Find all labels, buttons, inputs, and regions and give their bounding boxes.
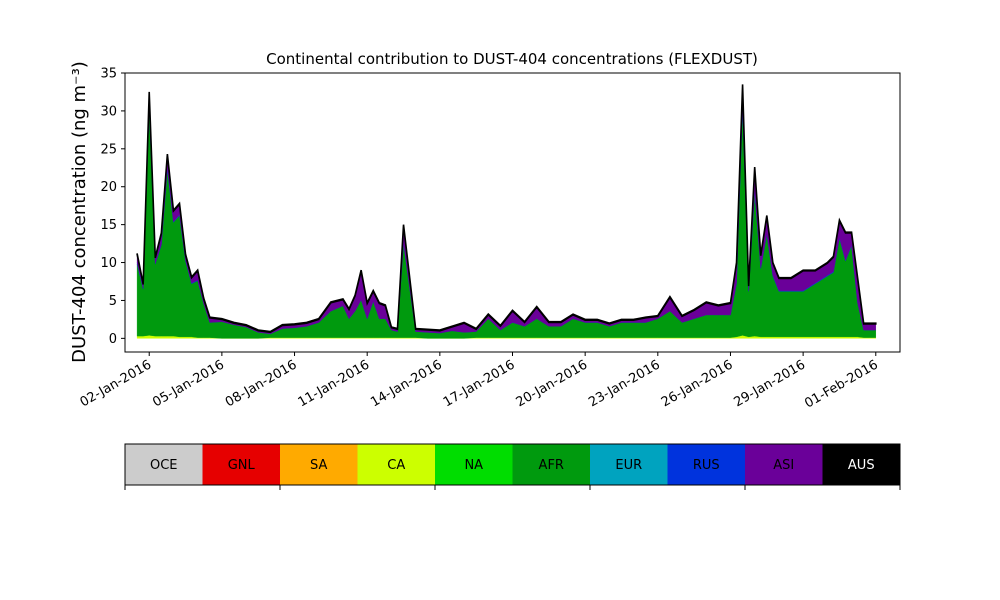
y-tick-label: 25 bbox=[100, 142, 117, 157]
colorbar-swatch-eur bbox=[590, 444, 668, 485]
colorbar-label-na: NA bbox=[464, 458, 483, 473]
colorbar-swatch-aus bbox=[822, 444, 901, 485]
colorbar-label-rus: RUS bbox=[693, 458, 720, 473]
colorbar-frame bbox=[124, 443, 901, 486]
colorbar-swatch-ca bbox=[357, 444, 436, 485]
y-tick-label: 15 bbox=[100, 218, 117, 233]
y-axis-label: DUST-404 concentration (ng m⁻³) bbox=[69, 61, 90, 363]
colorbar-swatch-asi bbox=[745, 444, 823, 485]
colorbar-label-asi: ASI bbox=[773, 458, 794, 473]
y-tick-label: 0 bbox=[109, 332, 117, 347]
y-tick-label: 30 bbox=[100, 104, 117, 119]
area-series-aus bbox=[136, 84, 877, 334]
colorbar-label-gnl: GNL bbox=[228, 458, 256, 473]
colorbar-label-aus: AUS bbox=[848, 458, 875, 473]
plot-area bbox=[136, 84, 877, 339]
colorbar-label-ca: CA bbox=[387, 458, 405, 473]
colorbar-swatch-oce bbox=[125, 444, 203, 485]
colorbar-swatch-afr bbox=[512, 444, 591, 485]
colorbar-label-sa: SA bbox=[310, 458, 327, 473]
colorbar-swatch-sa bbox=[280, 444, 358, 485]
colorbar-label-eur: EUR bbox=[615, 458, 642, 473]
y-tick-label: 10 bbox=[100, 256, 117, 271]
chart-title: Continental contribution to DUST-404 con… bbox=[266, 50, 758, 68]
colorbar-label-oce: OCE bbox=[150, 458, 178, 473]
y-tick-label: 5 bbox=[109, 294, 117, 309]
colorbar-swatch-gnl bbox=[202, 444, 281, 485]
colorbar-legend: OCE GNL SA CA NA AFR EUR RUS ASI AUS bbox=[124, 443, 901, 490]
y-axis: 0 5 10 15 20 25 30 35 bbox=[100, 67, 125, 347]
y-tick-label: 20 bbox=[100, 180, 117, 195]
y-tick-label: 35 bbox=[100, 67, 117, 82]
colorbar-swatch-rus bbox=[667, 444, 746, 485]
colorbar-label-afr: AFR bbox=[539, 458, 564, 473]
colorbar-swatch-na bbox=[435, 444, 513, 485]
